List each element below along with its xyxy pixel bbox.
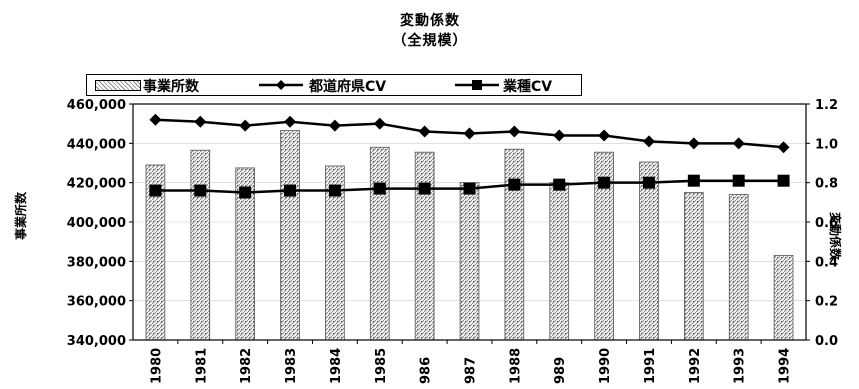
pref-cv-point bbox=[328, 119, 341, 132]
industry-cv-point bbox=[508, 178, 521, 191]
y-tick-label-left: 420,000 bbox=[67, 177, 126, 192]
x-tick-label: 1988 bbox=[508, 348, 523, 384]
bar bbox=[639, 161, 659, 341]
industry-cv-point bbox=[373, 182, 386, 195]
legend: 事業所数 都道府県CV 業種CV bbox=[86, 74, 582, 96]
pref-cv-point bbox=[777, 141, 790, 154]
industry-cv-point bbox=[328, 184, 341, 197]
legend-label-pref-cv: 都道府県CV bbox=[309, 79, 387, 95]
bar bbox=[728, 194, 749, 341]
legend-label-bars: 事業所数 bbox=[143, 79, 199, 95]
y-tick-label-right: 0.4 bbox=[815, 255, 838, 270]
pref-cv-point bbox=[149, 113, 162, 126]
x-tick-label: 1983 bbox=[284, 348, 299, 384]
legend-label-industry-cv: 業種CV bbox=[503, 79, 553, 95]
y-tick-label-left: 380,000 bbox=[67, 255, 126, 270]
x-tick-label: 1993 bbox=[733, 348, 748, 384]
x-tick-label: 1994 bbox=[778, 348, 793, 384]
pref-cv-point bbox=[687, 137, 700, 150]
industry-cv-point bbox=[732, 174, 745, 187]
x-tick-label: 1981 bbox=[194, 348, 209, 384]
y-tick-label-left: 360,000 bbox=[67, 295, 126, 310]
legend-square-swatch bbox=[455, 80, 499, 90]
pref-cv-point bbox=[598, 129, 611, 142]
x-tick-label: 1980 bbox=[149, 348, 164, 384]
x-tick-label: 989 bbox=[553, 357, 568, 384]
y-tick-label-right: 1.0 bbox=[815, 137, 838, 152]
legend-bar-swatch bbox=[95, 80, 141, 91]
bar bbox=[459, 182, 480, 341]
chart-title: 変動係数 bbox=[400, 13, 460, 29]
industry-cv-point bbox=[284, 184, 297, 197]
industry-cv-point bbox=[777, 174, 790, 187]
chart-subtitle: （全規模） bbox=[392, 33, 468, 49]
industry-cv-point bbox=[239, 186, 252, 199]
y-tick-label-left: 340,000 bbox=[67, 334, 126, 349]
pref-cv-point bbox=[239, 119, 252, 132]
industry-cv-point bbox=[418, 182, 431, 195]
y-tick-label-right: 0.0 bbox=[815, 334, 838, 349]
bar bbox=[684, 192, 704, 341]
x-tick-label: 1982 bbox=[239, 348, 254, 384]
pref-cv-point bbox=[373, 117, 386, 130]
pref-cv-point bbox=[284, 115, 297, 128]
y-tick-label-right: 0.8 bbox=[815, 177, 838, 192]
y-tick-label-right: 0.6 bbox=[815, 216, 838, 231]
x-tick-label: 1991 bbox=[643, 348, 658, 384]
industry-cv-point bbox=[598, 176, 611, 189]
legend-diamond-swatch bbox=[259, 80, 303, 90]
pref-cv-point bbox=[642, 135, 655, 148]
pref-cv-point bbox=[194, 115, 207, 128]
industry-cv-point bbox=[642, 176, 655, 189]
x-tick-label: 986 bbox=[419, 357, 434, 384]
pref-cv-point bbox=[418, 125, 431, 138]
y-tick-label-right: 0.2 bbox=[815, 295, 838, 310]
y-tick-label-right: 1.2 bbox=[815, 98, 838, 113]
industry-cv-point bbox=[687, 174, 700, 187]
bar bbox=[504, 148, 525, 341]
bar bbox=[549, 182, 570, 341]
bar bbox=[414, 151, 435, 341]
bar bbox=[280, 130, 300, 341]
industry-cv-point bbox=[463, 182, 476, 195]
y-tick-label-left: 440,000 bbox=[67, 137, 126, 152]
industry-cv-point bbox=[149, 184, 162, 197]
y-tick-label-left: 400,000 bbox=[67, 216, 126, 231]
x-tick-label: 1984 bbox=[329, 348, 344, 384]
bar bbox=[190, 149, 211, 341]
x-tick-label: 1990 bbox=[598, 348, 613, 384]
x-tick-label: 1985 bbox=[374, 348, 389, 384]
pref-cv-point bbox=[553, 129, 566, 142]
bar bbox=[773, 255, 794, 341]
pref-cv-point bbox=[508, 125, 521, 138]
bar bbox=[369, 146, 390, 341]
industry-cv-point bbox=[553, 178, 566, 191]
pref-cv-point bbox=[463, 127, 476, 140]
industry-cv-point bbox=[194, 184, 207, 197]
pref-cv-point bbox=[732, 137, 745, 150]
x-tick-label: 1992 bbox=[688, 348, 703, 384]
x-tick-label: 987 bbox=[464, 357, 479, 384]
y-tick-label-left: 460,000 bbox=[67, 98, 126, 113]
